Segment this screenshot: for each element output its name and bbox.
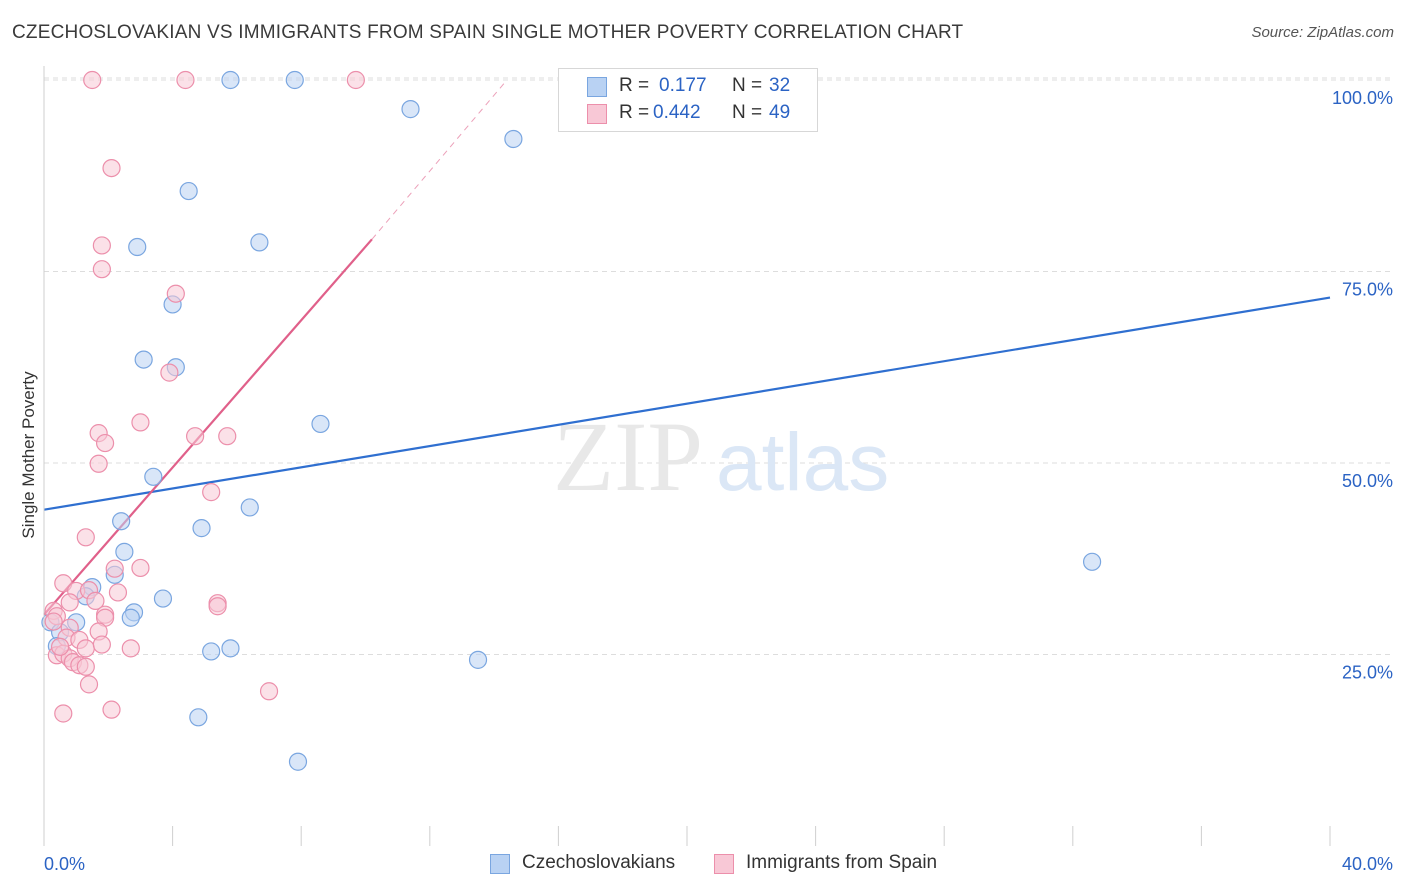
watermark-atlas: atlas (716, 417, 889, 508)
spain-point (121, 639, 140, 658)
spain-point (105, 559, 124, 578)
spain-point (186, 427, 205, 446)
czechoslovakian-point (250, 233, 269, 252)
czechoslovakian-point (128, 237, 147, 257)
czechoslovakian-point (202, 642, 221, 661)
spain-point (102, 158, 121, 178)
spain-point (76, 657, 95, 676)
spain-point (95, 433, 115, 453)
spain-point (92, 635, 111, 654)
points-layer (41, 70, 1102, 771)
bottom-legend-swatch-pink (714, 854, 734, 874)
spain-point (54, 704, 73, 723)
x-tick-label-right: 40.0% (1342, 854, 1393, 874)
spain-point (60, 593, 79, 612)
grid-layer (44, 77, 1392, 655)
czechoslovakian-point (189, 708, 208, 727)
czechoslovakian-point (221, 639, 240, 658)
legend-r-value: 0.442 (653, 102, 701, 123)
legend-n-value: 32 (769, 75, 791, 96)
czechoslovakian-point (240, 498, 259, 517)
spain-point (76, 639, 95, 658)
y-tick-label: 25.0% (1342, 663, 1393, 683)
spain-point (131, 413, 150, 432)
spain-point (202, 483, 221, 502)
spain-point (50, 637, 70, 656)
czechoslovakian-point (115, 542, 134, 561)
chart-source: Source: ZipAtlas.com (1251, 24, 1394, 41)
spain-point (259, 682, 279, 701)
czechoslovakian-point (153, 589, 173, 608)
spain-point (131, 558, 150, 578)
trendline-layer (43, 79, 1331, 616)
spain-point (86, 591, 105, 610)
spain-point (208, 597, 227, 616)
czechoslovakian-point (504, 129, 523, 149)
x-tick-label-left: 0.0% (44, 854, 85, 874)
spain-point (102, 700, 121, 719)
czechoslovakian-point (144, 467, 163, 486)
spain-point (44, 612, 63, 631)
bottom-legend-label: Czechoslovakians (522, 852, 676, 873)
y-axis-label: Single Mother Poverty (19, 371, 38, 539)
spain-point (108, 583, 128, 602)
czechoslovakian-point (285, 70, 304, 90)
legend-n-label: N = (732, 75, 763, 96)
czechoslovakian-point (192, 519, 211, 538)
czechoslovakian-point (468, 650, 488, 669)
czechoslovakian-point (112, 512, 131, 531)
bottom-legend-label: Immigrants from Spain (746, 852, 938, 873)
czechoslovakian-point (221, 70, 240, 90)
spain-point (76, 528, 95, 547)
spain-point (79, 675, 99, 694)
czechoslovakian-point (1082, 552, 1102, 571)
y-tick-label: 50.0% (1342, 471, 1393, 491)
spain-point (92, 236, 111, 255)
legend-r-value: 0.177 (659, 75, 707, 96)
legend-r-label: R = (619, 75, 650, 96)
legend-r-label: R = (619, 102, 650, 123)
legend-swatch-blue (587, 77, 607, 97)
axis-layer: 25.0% 50.0% 75.0% 100.0% 0.0% 40.0% (43, 66, 1393, 874)
czechoslovakian-point (121, 608, 140, 627)
spain-point (166, 284, 185, 303)
watermark-zip: ZIP (553, 401, 703, 512)
spain-point (176, 70, 195, 90)
bottom-legend-swatch-blue (490, 854, 510, 874)
czechoslovakian-point (401, 100, 420, 119)
czechoslovakian-point (134, 350, 153, 369)
spain-point (346, 70, 365, 90)
spain-point (160, 363, 179, 382)
legend-n-value: 49 (769, 102, 791, 123)
spain-point (92, 260, 111, 279)
spain-point (83, 70, 102, 90)
chart-title: CZECHOSLOVAKIAN VS IMMIGRANTS FROM SPAIN… (12, 22, 964, 43)
y-tick-label: 75.0% (1342, 280, 1393, 300)
czechoslovakian-point (179, 181, 198, 201)
czechoslovakian-trendline (43, 296, 1331, 511)
spain-trendline (371, 79, 508, 240)
czechoslovakian-point (311, 414, 330, 434)
spain-trendline (43, 238, 373, 616)
spain-point (218, 427, 237, 446)
legend-swatch-pink (587, 104, 607, 124)
y-tick-label: 100.0% (1332, 88, 1393, 108)
spain-point (89, 454, 108, 473)
stats-legend: R = 0.177 N = 32 R = 0.442 N = 49 (558, 68, 818, 132)
czechoslovakian-point (288, 752, 308, 771)
legend-n-label: N = (732, 102, 763, 123)
